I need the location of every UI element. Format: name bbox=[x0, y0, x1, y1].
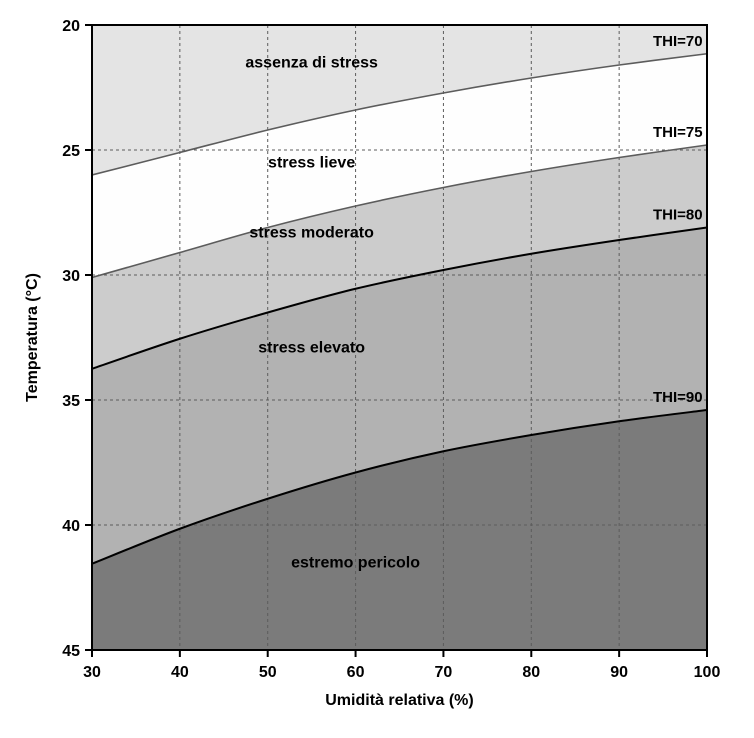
xtick-label: 50 bbox=[259, 664, 277, 681]
region-label: assenza di stress bbox=[245, 55, 378, 72]
ytick-label: 25 bbox=[62, 143, 80, 160]
thi-curve-label: THI=80 bbox=[653, 207, 703, 224]
thi-curve-label: THI=70 bbox=[653, 33, 703, 50]
xtick-label: 80 bbox=[522, 664, 540, 681]
region-label: stress lieve bbox=[268, 155, 355, 172]
ytick-label: 40 bbox=[62, 518, 80, 535]
xtick-label: 70 bbox=[435, 664, 453, 681]
thi-curve-label: THI=90 bbox=[653, 389, 703, 406]
ytick-label: 20 bbox=[62, 18, 80, 35]
xtick-label: 60 bbox=[347, 664, 365, 681]
region-label: estremo pericolo bbox=[291, 555, 420, 572]
x-axis-label: Umidità relativa (%) bbox=[325, 692, 473, 709]
xtick-label: 40 bbox=[171, 664, 189, 681]
ytick-label: 35 bbox=[62, 393, 80, 410]
ytick-label: 45 bbox=[62, 643, 80, 660]
xtick-label: 30 bbox=[83, 664, 101, 681]
thi-chart: assenza di stress stress lieve stress mode… bbox=[0, 0, 754, 738]
y-axis-label: Temperatura (°C) bbox=[24, 273, 41, 402]
region-label: stress elevato bbox=[258, 340, 365, 357]
xtick-label: 100 bbox=[694, 664, 721, 681]
thi-curve-label: THI=75 bbox=[653, 124, 703, 141]
xtick-label: 90 bbox=[610, 664, 628, 681]
chart-svg: assenza di stress stress lieve stress mode… bbox=[0, 0, 754, 738]
ytick-label: 30 bbox=[62, 268, 80, 285]
region-label: stress moderato bbox=[249, 225, 374, 242]
